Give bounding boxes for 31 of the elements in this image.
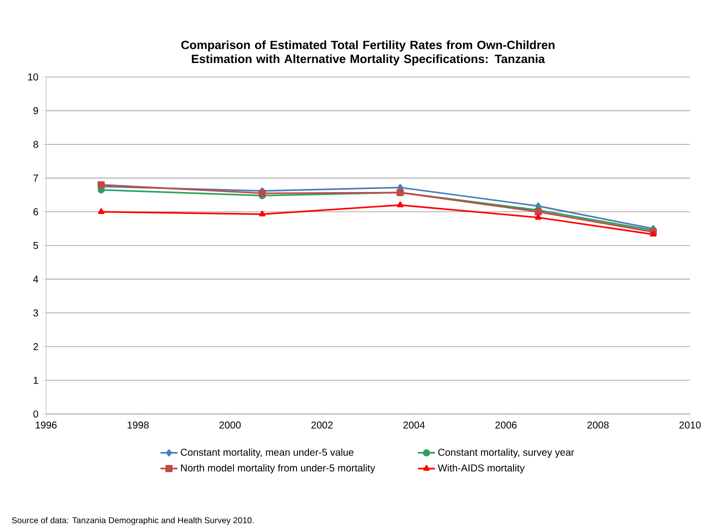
point	[258, 210, 266, 216]
y-tick-label: 6	[33, 208, 38, 216]
point	[258, 190, 266, 197]
point	[98, 208, 104, 214]
legend-label: North model mortality from under-5 mortality	[181, 464, 376, 474]
legend-label: Constant mortality, survey year	[438, 448, 574, 458]
y-tick-label: 2	[33, 343, 38, 350]
chart-title: Comparison of Estimated Total Fertility Rates from Own-Children Estimation with Alternative Mortality Specifications: Tanzania	[181, 40, 554, 66]
legend-label: With-AIDS mortality	[438, 464, 525, 474]
source-note: Source of data: Tanzania Demographic and Health Survey 2010.	[12, 517, 254, 525]
x-tick-label: 2004	[403, 422, 425, 429]
point	[534, 214, 542, 220]
y-tick-label: 8	[33, 140, 38, 148]
x-tick-label: 1998	[128, 422, 149, 429]
legend-label: Constant mortality, mean under-5 value	[180, 448, 354, 458]
y-tick-label: 1	[34, 376, 38, 384]
y-tick-label: 5	[33, 242, 38, 249]
y-tick-label: 10	[28, 73, 38, 81]
point	[396, 201, 404, 208]
x-tick-label: 1996	[36, 422, 57, 429]
x-tick-label: 2002	[311, 422, 333, 429]
y-tick-label: 9	[33, 107, 38, 114]
x-tick-label: 2006	[495, 422, 517, 429]
x-tick-label: 2000	[219, 422, 241, 429]
y-tick-label: 4	[33, 276, 38, 283]
y-tick-label: 0	[33, 410, 38, 418]
x-tick-label: 2010	[679, 422, 701, 429]
y-tick-label: 7	[33, 174, 38, 182]
point	[650, 230, 656, 237]
x-tick-label: 2008	[587, 422, 609, 429]
y-tick-label: 3	[33, 309, 38, 316]
